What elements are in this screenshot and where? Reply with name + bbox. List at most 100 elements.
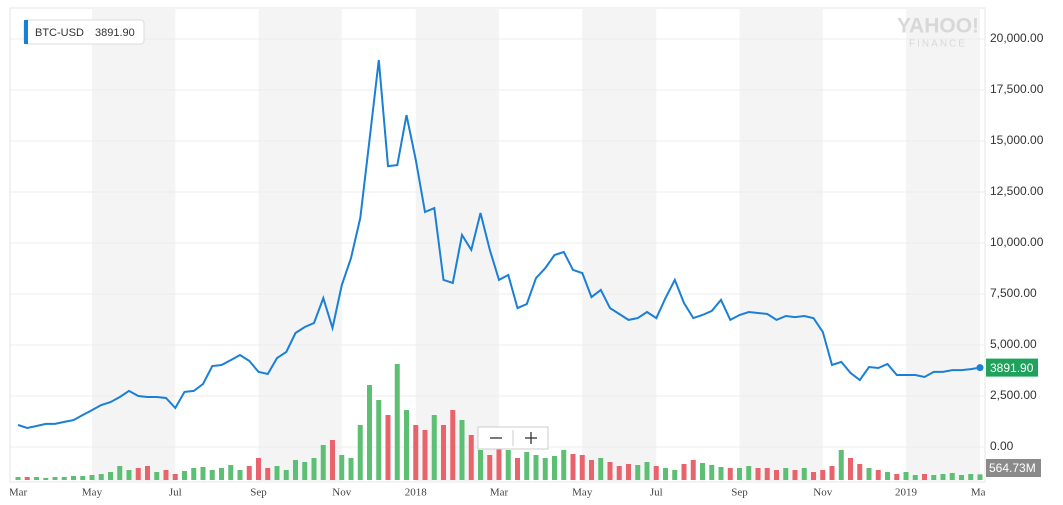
volume-bar [570, 454, 576, 480]
volume-bar [653, 466, 659, 480]
volume-bar [441, 425, 446, 480]
volume-label: 564.73M [989, 461, 1036, 475]
x-tick-label: Jul [650, 487, 663, 499]
volume-bar [579, 455, 585, 480]
volume-bar [98, 474, 104, 480]
x-tick-label: May [572, 487, 593, 499]
stripe [258, 8, 342, 482]
price-label: 3891.90 [990, 361, 1034, 375]
volume-bar [635, 465, 641, 480]
volume-bar [182, 471, 187, 480]
volume-label-box [986, 459, 1041, 477]
volume-bar [71, 476, 76, 480]
volume-bar [561, 450, 567, 480]
volume-bar [848, 458, 853, 480]
volume-bar [912, 475, 918, 480]
volume-bar [774, 470, 779, 480]
volume-bar [515, 458, 520, 480]
volume-bar [413, 425, 419, 480]
x-tick-label: Jul [169, 487, 182, 499]
volume-bar [385, 415, 391, 480]
volume-bar [709, 465, 715, 480]
volume-bar [811, 472, 816, 480]
volume-bar [367, 385, 372, 480]
volume-bar [15, 477, 21, 480]
volume-bar [228, 465, 234, 480]
volume-bar [700, 463, 705, 480]
last-point [976, 364, 984, 372]
volume-bar [43, 478, 49, 480]
volume-bar [922, 474, 927, 480]
volume-bar [265, 468, 271, 480]
volume-bar [135, 468, 141, 480]
price [17, 59, 981, 430]
volume-bar [34, 477, 39, 480]
y-tick-label: 17,500.00 [990, 82, 1044, 96]
volume-bar [866, 468, 872, 480]
x-tick-label: Mar [490, 487, 509, 499]
volume-bar [505, 450, 511, 480]
volume-bar [829, 466, 835, 480]
volume-bar [450, 410, 456, 480]
volume-bar [154, 472, 160, 480]
volume-bar [737, 468, 742, 480]
x-tick-label: 2019 [895, 487, 918, 499]
volume-bar [746, 466, 752, 480]
volume-bar [672, 470, 678, 480]
volume-bar [108, 472, 113, 480]
volume-bar [607, 462, 613, 480]
volume-bar [209, 470, 215, 480]
volume-bar [487, 455, 493, 480]
volume-bar [404, 410, 409, 480]
volume [15, 364, 983, 480]
legend-value: 3891.90 [95, 27, 135, 39]
volume-bar [283, 470, 289, 480]
volume-bar [552, 456, 557, 480]
volume-bar [145, 466, 150, 480]
volume-bar [80, 476, 86, 480]
x-tick-label: Nov [813, 487, 832, 499]
volume-bar [200, 467, 206, 480]
legend: BTC-USD 3891.90 [23, 19, 145, 45]
y-tick-label: 10,000.00 [990, 235, 1044, 249]
volume-bar [52, 477, 58, 480]
volume-bar [903, 472, 909, 480]
volume-bar [293, 460, 298, 480]
volume-bar [89, 475, 95, 480]
volume-bar [931, 475, 937, 480]
volume-bar [172, 474, 178, 480]
legend-swatch [24, 20, 28, 44]
y-tick-label: 2,500.00 [990, 388, 1037, 402]
zoom-control[interactable] [477, 426, 549, 450]
volume-bar [838, 450, 844, 480]
volume-bar [459, 420, 465, 480]
volume-bar [191, 468, 197, 480]
y-tick-label: 7,500.00 [990, 286, 1037, 300]
volume-bar [940, 474, 946, 480]
stripe [582, 8, 657, 482]
price-line [17, 59, 981, 430]
volume-bar [357, 425, 363, 480]
volume-bar [644, 462, 650, 480]
volume-bar [968, 474, 974, 480]
watermark: FINANCE [909, 39, 967, 50]
price-label-box [986, 358, 1038, 377]
y-axis: 0.00 2,500.00 5,000.00 7,500.00 10,000.00 12,… [990, 31, 1044, 453]
volume-bar [727, 468, 733, 480]
volume-bar [959, 475, 964, 480]
volume-bar [764, 468, 770, 480]
volume-bar [681, 464, 687, 480]
legend-name: BTC-USD [35, 27, 84, 39]
volume-bar [857, 464, 863, 480]
volume-bar [237, 470, 243, 480]
volume-bar [126, 470, 132, 480]
x-tick-label: Mar [971, 487, 990, 499]
volume-bar [496, 448, 502, 480]
volume-bar [598, 458, 604, 480]
volume-bar [949, 473, 955, 480]
x-tick-label: Nov [332, 487, 351, 499]
volume-bar [256, 458, 261, 480]
x-tick-label: Sep [731, 487, 748, 499]
volume-bar [61, 477, 67, 480]
volume-bar [478, 450, 483, 480]
